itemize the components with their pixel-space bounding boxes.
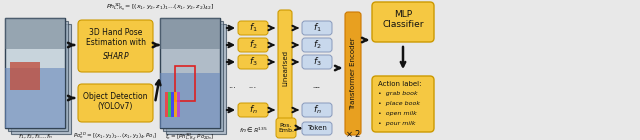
FancyBboxPatch shape <box>302 55 332 69</box>
Bar <box>166 24 226 134</box>
FancyBboxPatch shape <box>276 118 296 138</box>
FancyBboxPatch shape <box>238 21 268 35</box>
Text: ...: ... <box>249 80 257 89</box>
Text: $f_2$: $f_2$ <box>313 39 321 51</box>
Text: •  grab book: • grab book <box>378 91 418 96</box>
Bar <box>168 92 171 117</box>
Text: $f_1, f_2, f_3\ldots f_n$: $f_1, f_2, f_3\ldots f_n$ <box>18 132 52 140</box>
Bar <box>5 18 65 128</box>
Bar <box>177 92 180 117</box>
FancyBboxPatch shape <box>78 84 153 122</box>
Text: $Ph^{3D}_{L,R_n} = [(x_1,y_2,z_1)_1\ldots(x_1,y_2,z_2)_{42}]$: $Ph^{3D}_{L,R_n} = [(x_1,y_2,z_1)_1\ldot… <box>106 2 214 13</box>
Text: •  pour milk: • pour milk <box>378 121 415 126</box>
Text: $\times$ 2: $\times$ 2 <box>345 128 361 139</box>
FancyBboxPatch shape <box>238 103 268 117</box>
Bar <box>174 92 177 117</box>
FancyBboxPatch shape <box>238 38 268 52</box>
Text: $f_1$: $f_1$ <box>249 22 257 34</box>
Bar <box>163 21 223 131</box>
Text: Pos.
Emb.: Pos. Emb. <box>278 123 294 133</box>
Bar <box>10 62 40 89</box>
Text: Estimation with: Estimation with <box>86 38 145 47</box>
FancyBboxPatch shape <box>238 55 268 69</box>
Bar <box>160 73 220 128</box>
Bar <box>11 24 71 134</box>
Text: •  open milk: • open milk <box>378 111 417 116</box>
Bar <box>160 18 220 128</box>
Text: $f_n$: $f_n$ <box>312 104 321 116</box>
Text: ...: ... <box>228 80 236 89</box>
FancyBboxPatch shape <box>78 20 153 72</box>
Text: Transformer Encoder: Transformer Encoder <box>350 37 356 110</box>
Text: $f_2$: $f_2$ <box>249 39 257 51</box>
Text: ...: ... <box>313 80 321 89</box>
Text: $\it{SHARP}$: $\it{SHARP}$ <box>102 50 129 61</box>
Text: Action label:: Action label: <box>378 81 422 87</box>
Bar <box>5 67 65 128</box>
Text: $f_3$: $f_3$ <box>313 56 321 68</box>
Text: •  place book: • place book <box>378 101 420 106</box>
Bar <box>160 18 220 128</box>
FancyBboxPatch shape <box>278 10 292 125</box>
Text: Token: Token <box>307 125 327 131</box>
FancyBboxPatch shape <box>302 38 332 52</box>
Text: MLP
Classifier: MLP Classifier <box>382 10 424 29</box>
Text: $fn \in \mathbb{R}^{135}$: $fn \in \mathbb{R}^{135}$ <box>239 126 268 135</box>
Bar <box>5 18 65 128</box>
Text: (YOLOv7): (YOLOv7) <box>98 102 133 111</box>
Text: 3D Hand Pose: 3D Hand Pose <box>89 28 142 37</box>
Bar <box>160 18 220 49</box>
FancyBboxPatch shape <box>302 103 332 117</box>
FancyBboxPatch shape <box>372 2 434 42</box>
FancyBboxPatch shape <box>302 122 332 135</box>
Text: Object Detection: Object Detection <box>83 92 148 101</box>
Text: $f_3$: $f_3$ <box>249 56 257 68</box>
Text: ..: .. <box>314 80 319 89</box>
Bar <box>175 66 195 101</box>
Bar <box>8 21 68 131</box>
Text: Linearised: Linearised <box>282 50 288 86</box>
Bar <box>5 18 65 49</box>
Text: $f_1$: $f_1$ <box>313 22 321 34</box>
Text: $f_n = [Ph^{3D}_{L,R_n}, Po_{2D_n}]$: $f_n = [Ph^{3D}_{L,R_n}, Po_{2D_n}]$ <box>165 132 215 140</box>
Text: $f_n$: $f_n$ <box>248 104 257 116</box>
Bar <box>165 92 168 117</box>
FancyBboxPatch shape <box>372 76 434 132</box>
FancyBboxPatch shape <box>302 21 332 35</box>
Text: $Po^{2D}_n = [(x_1,y_2)_1\ldots(x_1,y_2)_4, Po_i]$: $Po^{2D}_n = [(x_1,y_2)_1\ldots(x_1,y_2)… <box>73 130 157 140</box>
Bar <box>171 92 174 117</box>
FancyBboxPatch shape <box>345 12 361 135</box>
